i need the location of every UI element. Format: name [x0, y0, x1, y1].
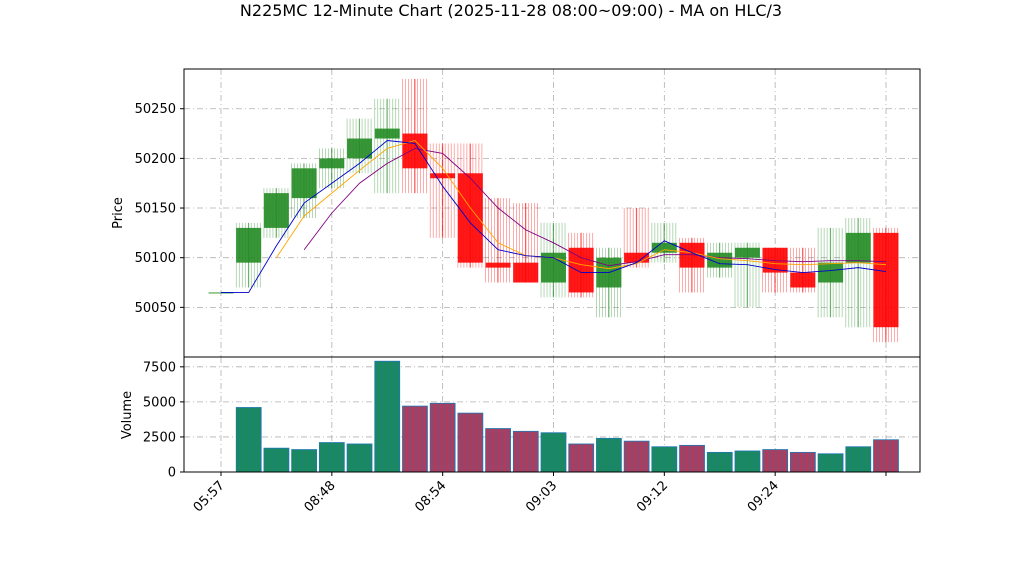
- volume-axis-label: Volume: [120, 391, 135, 439]
- x-tick-label: 08:48: [302, 478, 339, 515]
- price-tick-label: 50100: [135, 251, 176, 266]
- candle-body: [624, 252, 650, 263]
- ma-mid-line: [276, 139, 887, 270]
- ma-short-line: [221, 140, 887, 293]
- candle-body: [818, 262, 844, 283]
- price-tick-label: 50250: [135, 102, 176, 117]
- price-tick-label: 50200: [135, 152, 176, 167]
- candle-body: [347, 138, 373, 159]
- price-axis-label: Price: [111, 197, 126, 229]
- price-tick-label: 50050: [135, 301, 176, 316]
- candle-body: [236, 227, 262, 263]
- volume-tick-label: 5000: [143, 395, 176, 410]
- candle-body: [790, 272, 816, 288]
- candle-body: [734, 247, 760, 258]
- candle-body: [485, 262, 511, 268]
- candle-body: [402, 133, 428, 169]
- candle-body: [291, 168, 317, 199]
- ma-long-line: [303, 147, 887, 267]
- candle-body: [430, 173, 456, 179]
- moving-average-layer: [221, 139, 887, 293]
- volume-tick-label: 7500: [143, 360, 176, 375]
- candle-body: [568, 247, 594, 293]
- chart-title: N225MC 12-Minute Chart (2025-11-28 08:00…: [240, 1, 782, 20]
- volume-tick-label: 2500: [143, 430, 176, 445]
- volume-bars-layer: [235, 360, 899, 473]
- candle-body: [845, 232, 871, 263]
- candle-body: [208, 292, 234, 294]
- volume-tick-label: 0: [168, 466, 176, 481]
- x-axis: 05:57 08:48 08:54 09:03 09:12 09:24: [191, 472, 887, 515]
- volume-panel-frame: [183, 356, 921, 473]
- candle-body: [651, 242, 677, 253]
- price-y-axis: 50050 50100 50150 50200 50250: [135, 102, 184, 316]
- candle-body: [374, 128, 400, 139]
- candle-body: [457, 173, 483, 263]
- x-tick-label: 09:24: [745, 478, 782, 515]
- candles-layer: [208, 78, 899, 343]
- price-tick-label: 50150: [135, 202, 176, 217]
- x-tick-label: 09:12: [634, 478, 671, 515]
- candle-body: [319, 158, 345, 169]
- candle-body: [263, 193, 289, 228]
- candle-body: [513, 262, 539, 283]
- x-tick-label: 05:57: [191, 478, 228, 515]
- x-tick-label: 09:03: [523, 478, 560, 515]
- x-tick-label: 08:54: [412, 478, 449, 515]
- candle-body: [873, 232, 899, 328]
- volume-y-axis: 0 2500 5000 7500: [143, 360, 184, 481]
